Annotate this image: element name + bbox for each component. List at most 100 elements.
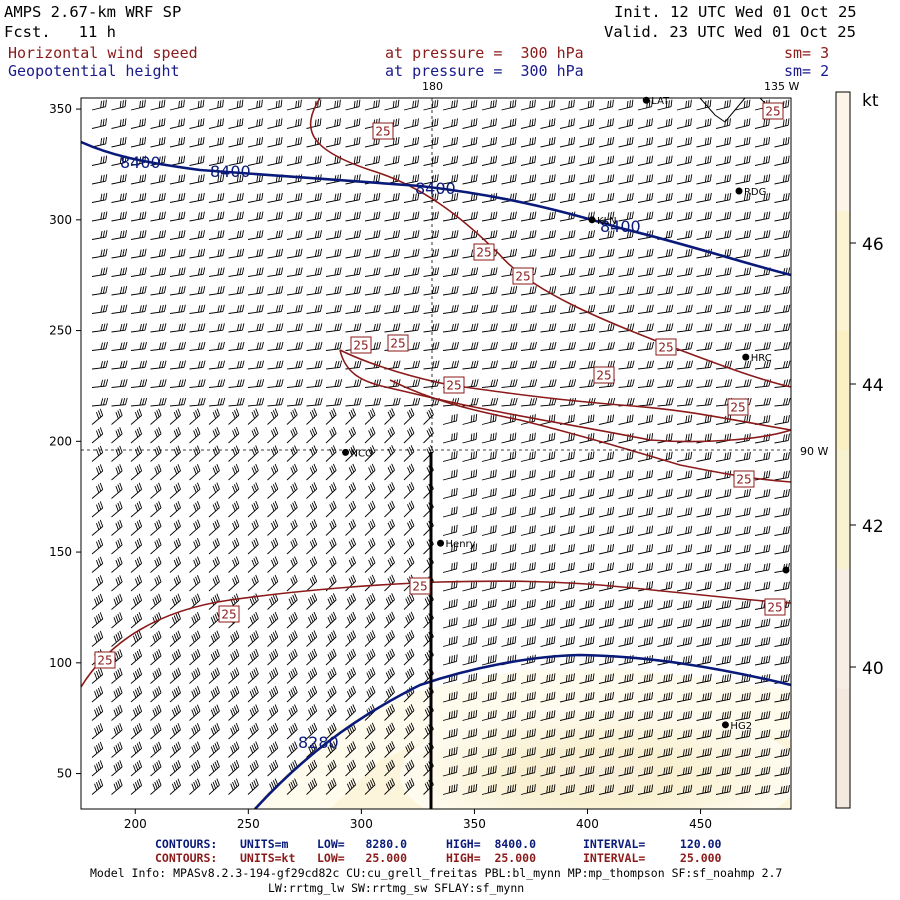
wind-barb <box>208 685 220 703</box>
wind-barb <box>501 765 517 777</box>
wind-barb <box>208 136 225 148</box>
wind-barb <box>169 778 181 795</box>
wind-barb <box>306 379 323 388</box>
wind-barb <box>306 648 318 666</box>
wind-barb <box>696 341 713 351</box>
wind-barb <box>501 248 518 259</box>
wind-barb <box>696 544 712 555</box>
contour-info-high: HIGH= 25.000 <box>446 851 537 865</box>
wind-barb <box>559 506 575 518</box>
wind-barb <box>306 574 318 592</box>
wind-barb <box>715 451 732 462</box>
wind-barb <box>657 211 673 222</box>
wind-barb <box>735 692 751 703</box>
wind-barb <box>559 525 575 536</box>
wind-barb <box>579 469 595 481</box>
wind-barb <box>130 323 147 333</box>
wind-barb <box>228 648 240 666</box>
wind-barb <box>384 463 395 481</box>
wind-barb <box>91 482 104 499</box>
wind-barb <box>676 581 693 592</box>
wind-barb <box>228 685 240 703</box>
wind-barb <box>637 525 654 536</box>
wind-barb <box>481 765 497 777</box>
station-hg2: HG2 <box>721 721 752 732</box>
wind-barb <box>169 649 181 666</box>
y-tick: 350 <box>49 102 81 116</box>
wind-barb <box>774 618 790 629</box>
wind-barb <box>501 469 517 481</box>
wind-barb <box>247 341 264 351</box>
wind-barb <box>384 593 395 610</box>
colorbar-tick: 44 <box>850 376 884 396</box>
wind-barb <box>540 747 556 758</box>
wind-barb <box>150 341 167 351</box>
wind-barb <box>462 323 479 333</box>
wind-barb <box>247 445 259 462</box>
wind-barb <box>208 267 225 277</box>
lon-label-180: 180 <box>422 80 443 93</box>
wind-barb <box>189 267 206 277</box>
wind-barb <box>735 192 751 203</box>
wind-barb <box>247 285 264 296</box>
wind-barb <box>696 507 712 518</box>
wind-barb <box>267 230 283 240</box>
wind-barb <box>189 723 201 740</box>
colorbar-swatch <box>836 330 850 451</box>
wind-barb <box>579 174 595 185</box>
wind-barb <box>637 562 654 573</box>
wind-barb <box>735 618 751 629</box>
wind-barb <box>559 488 575 499</box>
wind-barb <box>247 500 259 518</box>
wind-barb <box>130 686 143 703</box>
wind-barb <box>345 741 357 758</box>
wind-barb <box>715 655 732 666</box>
wind-barb <box>247 537 259 555</box>
wind-barb <box>228 741 240 758</box>
wind-barb <box>364 556 376 573</box>
wind-barb <box>306 611 318 629</box>
wind-barb <box>637 379 655 388</box>
wind-barb <box>637 192 654 203</box>
wind-barb <box>364 482 376 499</box>
wind-barb <box>384 630 395 647</box>
wind-barb <box>696 747 712 758</box>
wind-barb <box>442 155 459 166</box>
speed-label: 25 <box>762 102 784 120</box>
wind-barb <box>637 692 654 703</box>
wind-barb <box>657 192 673 203</box>
wind-barb <box>520 710 536 721</box>
wind-barb <box>208 722 220 740</box>
wind-barb <box>345 323 362 333</box>
wind-barb <box>442 765 458 777</box>
field2-name: Geopotential height <box>8 62 180 80</box>
colorbar-tick: 46 <box>850 235 884 255</box>
wind-barb <box>501 323 518 333</box>
wind-barb <box>618 599 634 610</box>
wind-barb <box>91 723 104 740</box>
wind-barb <box>169 667 181 684</box>
wind-barb <box>345 360 362 370</box>
wind-barb <box>520 432 536 444</box>
wind-barb <box>208 230 225 240</box>
wind-barb <box>208 574 220 592</box>
wind-barb <box>384 211 400 222</box>
wind-barb <box>130 593 143 610</box>
wind-barb <box>520 360 538 370</box>
speed-label: 25 <box>655 338 677 356</box>
wind-barb <box>267 285 284 296</box>
wind-barb <box>579 341 596 351</box>
wind-barb <box>267 704 279 721</box>
wind-barb <box>130 267 147 277</box>
wind-barb <box>540 765 556 777</box>
wind-barb <box>286 463 298 481</box>
wind-barb <box>696 729 712 740</box>
wind-barb <box>169 267 186 277</box>
wind-barb <box>754 636 771 647</box>
wind-barb <box>462 136 478 148</box>
wind-barb <box>111 192 127 203</box>
wind-barb <box>442 118 458 129</box>
wind-barb <box>150 482 162 499</box>
wind-barb <box>325 408 337 425</box>
wind-barb <box>306 360 323 370</box>
